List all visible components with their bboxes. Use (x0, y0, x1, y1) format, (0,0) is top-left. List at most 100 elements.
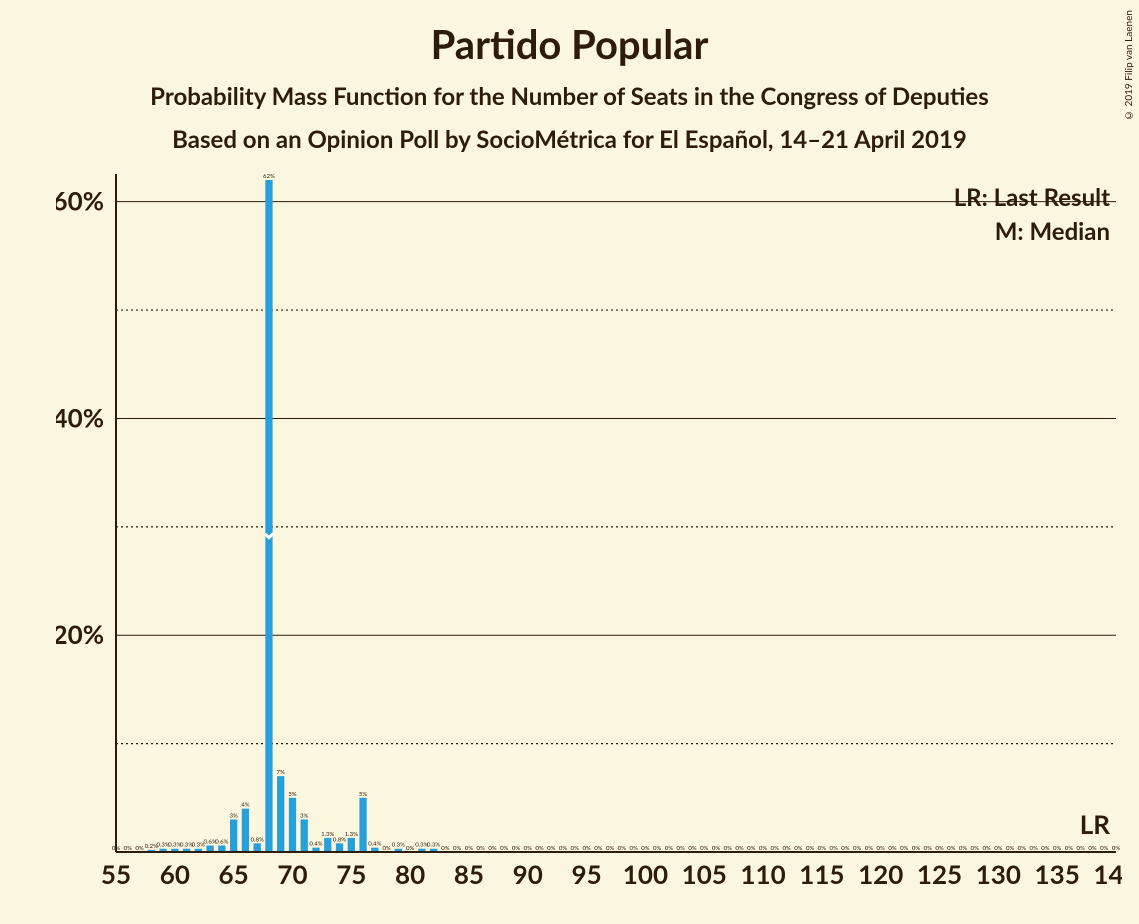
x-tick-label: 140 (1093, 858, 1122, 890)
bar-value-label: 0% (124, 845, 132, 852)
bar-value-label: 0% (1053, 845, 1061, 852)
bar (242, 809, 249, 852)
bar-value-label: 0% (735, 845, 743, 852)
bar-value-label: 0% (1006, 845, 1014, 852)
bar-value-label: 0% (853, 845, 861, 852)
bar-value-label: 0% (688, 845, 696, 852)
bar-value-label: 0% (406, 845, 414, 852)
x-tick-label: 70 (277, 858, 307, 890)
bar-value-label: 0% (453, 845, 461, 852)
bar-value-label: 0% (947, 845, 955, 852)
bar (289, 798, 296, 852)
bar-value-label: 0% (524, 845, 532, 852)
bar-value-label: 0% (135, 845, 143, 852)
bar-value-label: 0% (994, 845, 1002, 852)
page-title: Partido Popular (0, 20, 1139, 68)
bar-value-label: 0.6% (215, 838, 228, 845)
bar-value-label: 5% (288, 791, 296, 798)
bar (230, 819, 237, 852)
bar-value-label: 0% (794, 845, 802, 852)
bar-value-label: 0% (677, 845, 685, 852)
bar-value-label: 0% (982, 845, 990, 852)
x-tick-label: 85 (454, 858, 484, 890)
x-tick-label: 105 (682, 858, 727, 890)
x-tick-label: 120 (858, 858, 903, 890)
bar-value-label: 0% (665, 845, 673, 852)
bar-value-label: 0% (759, 845, 767, 852)
x-tick-label: 135 (1035, 858, 1080, 890)
bar-value-label: 0% (971, 845, 979, 852)
bar-value-label: 0.4% (368, 841, 381, 848)
x-tick-label: 115 (799, 858, 844, 890)
bar-value-label: 0% (606, 845, 614, 852)
bar-value-label: 0% (1018, 845, 1026, 852)
bar-value-label: 0% (582, 845, 590, 852)
bar-value-label: 0% (782, 845, 790, 852)
lr-short-label: LR (1080, 808, 1111, 840)
copyright-label: © 2019 Filip van Laenen (1123, 10, 1135, 121)
bar-value-label: 0% (653, 845, 661, 852)
chart-container: 20%40%60%0%0%0%0.2%0.3%0.3%0.3%0.3%0.6%0… (56, 170, 1122, 910)
bar-value-label: 0% (1112, 845, 1120, 852)
bar-value-label: 3% (300, 812, 308, 819)
bar-value-label: 4% (241, 802, 249, 809)
subtitle-line-2: Based on an Opinion Poll by SocioMétrica… (0, 125, 1139, 154)
bar-value-label: 0% (1029, 845, 1037, 852)
x-tick-label: 60 (160, 858, 190, 890)
bar-value-label: 1.3% (345, 831, 358, 838)
bar-value-label: 0.8% (251, 836, 264, 843)
bar-value-label: 0% (629, 845, 637, 852)
legend-m: M: Median (995, 217, 1110, 246)
bar-value-label: 0% (1077, 845, 1085, 852)
bar-value-label: 0% (535, 845, 543, 852)
x-tick-label: 55 (101, 858, 131, 890)
bar-value-label: 0% (1100, 845, 1108, 852)
bar-value-label: 0.3% (392, 842, 405, 849)
bar-value-label: 0% (641, 845, 649, 852)
bar-value-label: 5% (359, 791, 367, 798)
bar-value-label: 0% (1088, 845, 1096, 852)
subtitle-line-1: Probability Mass Function for the Number… (0, 82, 1139, 111)
x-tick-label: 90 (513, 858, 543, 890)
bar-value-label: 0% (829, 845, 837, 852)
legend-lr: LR: Last Result (954, 183, 1110, 212)
bar-value-label: 0% (488, 845, 496, 852)
bar-value-label: 0% (912, 845, 920, 852)
bar (301, 819, 308, 852)
bar-value-label: 0% (700, 845, 708, 852)
bar-value-label: 0% (877, 845, 885, 852)
x-tick-label: 125 (917, 858, 962, 890)
bar-value-label: 0.4% (309, 841, 322, 848)
x-tick-label: 80 (395, 858, 425, 890)
y-tick-label: 60% (56, 185, 104, 217)
bar-value-label: 0% (559, 845, 567, 852)
x-tick-label: 130 (976, 858, 1021, 890)
bar-value-label: 0% (888, 845, 896, 852)
y-tick-label: 20% (56, 618, 104, 650)
bar (324, 838, 331, 852)
bar (348, 838, 355, 852)
y-tick-label: 40% (56, 401, 104, 433)
bar-value-label: 0% (924, 845, 932, 852)
bar-value-label: 0% (594, 845, 602, 852)
bar-value-label: 0% (441, 845, 449, 852)
bar-value-label: 0% (382, 845, 390, 852)
bar (359, 798, 366, 852)
bar-value-label: 3% (229, 812, 237, 819)
bar-value-label: 0% (806, 845, 814, 852)
bar-value-label: 0.3% (427, 842, 440, 849)
bar-value-label: 0% (712, 845, 720, 852)
bar-value-label: 0% (512, 845, 520, 852)
bar-value-label: 0% (841, 845, 849, 852)
x-tick-label: 75 (336, 858, 366, 890)
bar-value-label: 0% (771, 845, 779, 852)
x-tick-label: 110 (740, 858, 785, 890)
bar-value-label: 0% (477, 845, 485, 852)
bar-value-label: 0% (935, 845, 943, 852)
bar-value-label: 0% (865, 845, 873, 852)
bar (254, 843, 261, 852)
x-tick-label: 65 (219, 858, 249, 890)
bar-value-label: 62% (263, 173, 275, 180)
pmf-bar-chart: 20%40%60%0%0%0%0.2%0.3%0.3%0.3%0.3%0.6%0… (56, 170, 1122, 910)
bar-value-label: 0% (747, 845, 755, 852)
